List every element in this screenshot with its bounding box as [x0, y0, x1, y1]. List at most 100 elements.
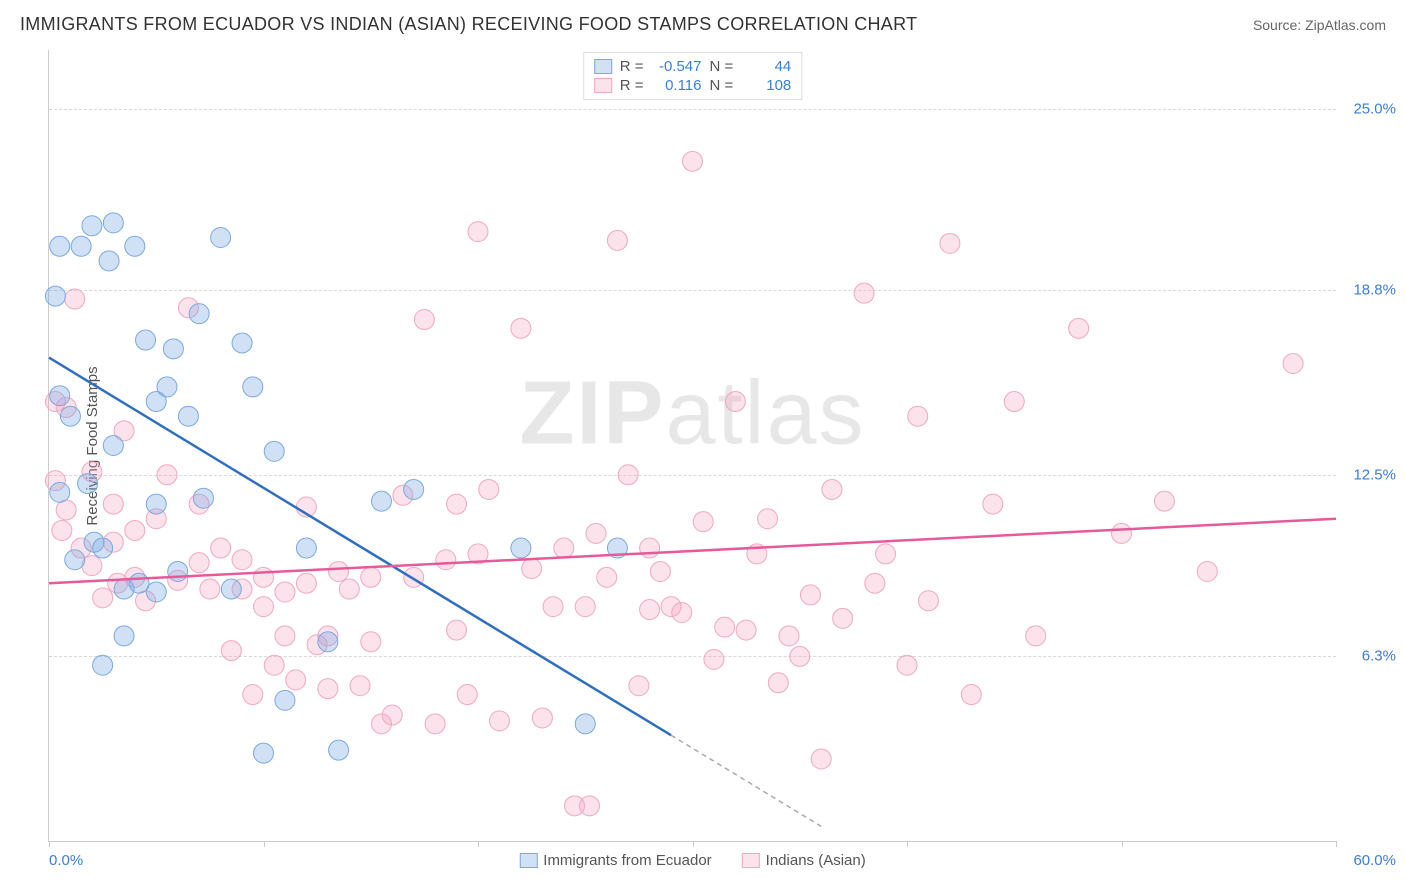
- point-indian: [983, 494, 1003, 514]
- point-ecuador: [575, 714, 595, 734]
- point-indian: [597, 567, 617, 587]
- point-ecuador: [78, 474, 98, 494]
- point-indian: [436, 550, 456, 570]
- point-indian: [286, 670, 306, 690]
- point-indian: [264, 655, 284, 675]
- point-indian: [811, 749, 831, 769]
- chart-title: IMMIGRANTS FROM ECUADOR VS INDIAN (ASIAN…: [20, 14, 917, 35]
- point-indian: [447, 494, 467, 514]
- point-indian: [414, 310, 434, 330]
- point-indian: [425, 714, 445, 734]
- point-indian: [865, 573, 885, 593]
- point-indian: [447, 620, 467, 640]
- point-ecuador: [168, 561, 188, 581]
- point-indian: [350, 676, 370, 696]
- r-value-ecuador: -0.547: [652, 58, 702, 75]
- point-ecuador: [146, 494, 166, 514]
- point-indian: [607, 230, 627, 250]
- n-label-2: N =: [710, 77, 734, 94]
- point-ecuador: [318, 632, 338, 652]
- point-ecuador: [254, 743, 274, 763]
- point-indian: [543, 597, 563, 617]
- point-indian: [629, 676, 649, 696]
- point-ecuador: [264, 441, 284, 461]
- point-indian: [897, 655, 917, 675]
- point-indian: [693, 512, 713, 532]
- point-ecuador: [221, 579, 241, 599]
- point-ecuador: [93, 655, 113, 675]
- point-indian: [103, 494, 123, 514]
- x-tick: [1122, 841, 1123, 847]
- source-label: Source: ZipAtlas.com: [1253, 17, 1386, 33]
- point-indian: [758, 509, 778, 529]
- point-indian: [532, 708, 552, 728]
- scatter-svg: [49, 50, 1336, 841]
- bottom-legend: Immigrants from Ecuador Indians (Asian): [519, 852, 865, 869]
- point-ecuador: [93, 538, 113, 558]
- y-tick-label: 25.0%: [1353, 100, 1396, 117]
- legend-stats-box: R = -0.547 N = 44 R = 0.116 N = 108: [583, 52, 803, 100]
- point-ecuador: [103, 436, 123, 456]
- point-indian: [715, 617, 735, 637]
- point-indian: [329, 561, 349, 581]
- point-indian: [876, 544, 896, 564]
- point-indian: [254, 597, 274, 617]
- r-label-2: R =: [620, 77, 644, 94]
- point-indian: [1112, 523, 1132, 543]
- point-ecuador: [114, 626, 134, 646]
- point-indian: [522, 559, 542, 579]
- regression-line-dashed: [671, 735, 821, 826]
- point-indian: [296, 573, 316, 593]
- point-ecuador: [163, 339, 183, 359]
- point-indian: [580, 796, 600, 816]
- point-indian: [200, 579, 220, 599]
- x-tick: [693, 841, 694, 847]
- swatch-indian: [594, 78, 612, 93]
- point-ecuador: [71, 236, 91, 256]
- x-tick: [907, 841, 908, 847]
- point-indian: [683, 151, 703, 171]
- n-value-indian: 108: [741, 77, 791, 94]
- point-indian: [275, 582, 295, 602]
- x-max-label: 60.0%: [1353, 852, 1396, 869]
- legend-label-indian: Indians (Asian): [766, 852, 866, 869]
- point-ecuador: [404, 479, 424, 499]
- x-min-label: 0.0%: [49, 852, 83, 869]
- point-ecuador: [329, 740, 349, 760]
- point-indian: [56, 500, 76, 520]
- point-ecuador: [136, 330, 156, 350]
- legend-label-ecuador: Immigrants from Ecuador: [543, 852, 711, 869]
- point-indian: [1154, 491, 1174, 511]
- chart-plot-area: Receiving Food Stamps ZIPatlas 6.3%12.5%…: [48, 50, 1336, 842]
- swatch-ecuador-bottom: [519, 853, 537, 868]
- point-ecuador: [125, 236, 145, 256]
- point-indian: [575, 597, 595, 617]
- point-indian: [457, 685, 477, 705]
- point-indian: [650, 561, 670, 581]
- point-indian: [768, 673, 788, 693]
- point-indian: [1004, 392, 1024, 412]
- point-indian: [918, 591, 938, 611]
- point-ecuador: [50, 236, 70, 256]
- point-indian: [640, 538, 660, 558]
- point-ecuador: [371, 491, 391, 511]
- point-ecuador: [103, 213, 123, 233]
- point-indian: [275, 626, 295, 646]
- point-ecuador: [211, 227, 231, 247]
- x-tick: [49, 841, 50, 847]
- point-indian: [52, 520, 72, 540]
- point-indian: [361, 632, 381, 652]
- point-indian: [961, 685, 981, 705]
- point-indian: [833, 608, 853, 628]
- point-indian: [221, 641, 241, 661]
- point-indian: [189, 553, 209, 573]
- point-indian: [65, 289, 85, 309]
- point-indian: [468, 222, 488, 242]
- point-ecuador: [60, 406, 80, 426]
- point-indian: [854, 283, 874, 303]
- point-indian: [211, 538, 231, 558]
- point-ecuador: [193, 488, 213, 508]
- swatch-indian-bottom: [742, 853, 760, 868]
- point-indian: [554, 538, 574, 558]
- legend-stats-row-1: R = -0.547 N = 44: [594, 57, 792, 76]
